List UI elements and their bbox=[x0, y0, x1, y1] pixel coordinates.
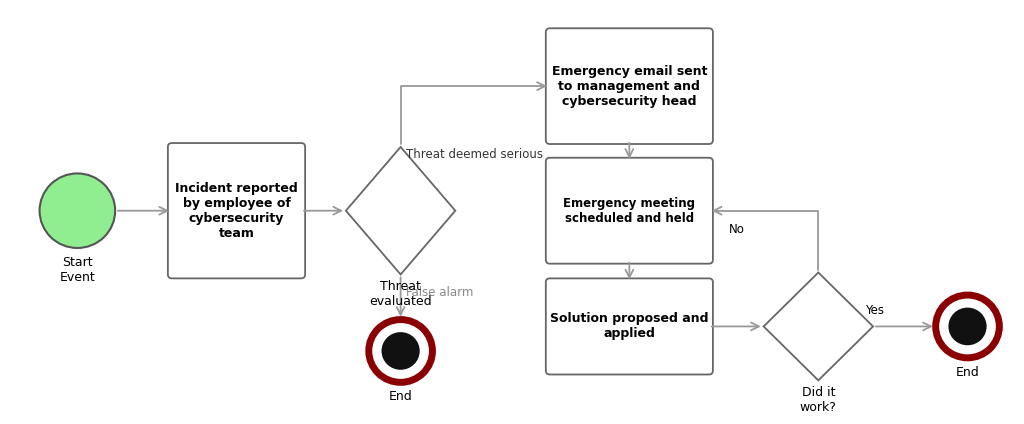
FancyBboxPatch shape bbox=[168, 143, 305, 279]
Text: Threat deemed serious: Threat deemed serious bbox=[406, 148, 543, 161]
Circle shape bbox=[932, 291, 1004, 362]
Circle shape bbox=[369, 320, 432, 382]
FancyBboxPatch shape bbox=[546, 158, 713, 264]
Circle shape bbox=[382, 332, 420, 370]
Text: Emergency meeting
scheduled and held: Emergency meeting scheduled and held bbox=[563, 197, 695, 225]
Text: End: End bbox=[389, 390, 413, 403]
Text: End: End bbox=[955, 365, 979, 379]
Text: No: No bbox=[729, 223, 744, 237]
Polygon shape bbox=[346, 147, 456, 274]
FancyBboxPatch shape bbox=[546, 279, 713, 374]
Ellipse shape bbox=[40, 173, 115, 248]
Text: Start
Event: Start Event bbox=[59, 256, 95, 284]
Text: Emergency email sent
to management and
cybersecurity head: Emergency email sent to management and c… bbox=[552, 64, 708, 108]
Text: Did it
work?: Did it work? bbox=[800, 386, 837, 414]
Circle shape bbox=[365, 315, 436, 386]
Text: Yes: Yes bbox=[865, 304, 885, 317]
Circle shape bbox=[936, 295, 999, 358]
Polygon shape bbox=[764, 273, 873, 380]
Circle shape bbox=[948, 307, 986, 345]
Text: False alarm: False alarm bbox=[406, 286, 473, 298]
Text: Incident reported
by employee of
cybersecurity
team: Incident reported by employee of cyberse… bbox=[175, 182, 298, 240]
Text: Threat
evaluated: Threat evaluated bbox=[370, 280, 432, 308]
Text: Solution proposed and
applied: Solution proposed and applied bbox=[550, 312, 709, 340]
FancyBboxPatch shape bbox=[546, 28, 713, 144]
